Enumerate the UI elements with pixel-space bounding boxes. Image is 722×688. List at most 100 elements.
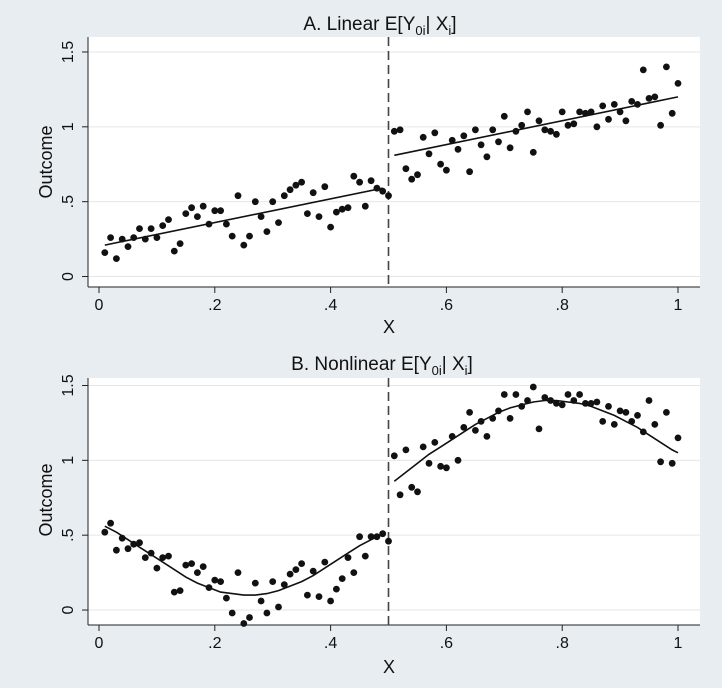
panel-a-x-tick-label: 1 [674, 297, 683, 314]
panel-a-data-point [182, 210, 190, 218]
panel-a-fit-lines [104, 96, 679, 246]
panel-b-data-point [124, 545, 132, 553]
panel-a-data-point [356, 178, 363, 186]
panel-b-data-point [448, 433, 456, 440]
panel-a-data-point [113, 255, 120, 262]
panel-a-y-tick-label: 1 [60, 122, 77, 131]
panel-a-data-point [390, 127, 398, 135]
panel-a-data-point [547, 127, 554, 135]
panel-b-data-point [616, 407, 624, 415]
panel-b-data-point [338, 575, 346, 582]
panel-b-data-point [495, 407, 502, 415]
panel-b-data-point [165, 552, 172, 560]
panel-a-data-point [431, 129, 439, 137]
panel-b-data-point [136, 539, 143, 547]
panel-b-data-point [477, 418, 485, 425]
panel-b-data-point [529, 383, 537, 391]
panel-a-data-point [170, 247, 178, 255]
panel-a-data-point [315, 213, 323, 221]
panel-a-data-point [489, 126, 497, 134]
panel-a-data-point [228, 232, 236, 240]
panel-b-data-point [553, 400, 560, 407]
panel-a-data-point [576, 108, 583, 116]
panel-a-x-ticks: 0 .2 .4 .6 .8 1 [95, 287, 683, 314]
panel-a-data-point [251, 198, 259, 206]
panel-a-data-point [286, 186, 294, 194]
panel-b-data-point [466, 409, 473, 416]
panel-b-points [101, 383, 682, 627]
panel-b-x-tick-label: 0 [95, 635, 104, 652]
panel-b-data-point [385, 537, 392, 545]
panel-a-data-point [234, 192, 242, 200]
panel-a-title: A. Linear E[Y0i| Xi] [303, 14, 456, 38]
panel-b-data-point [205, 584, 213, 591]
panel-a-data-point [280, 192, 288, 200]
panel-b-data-point [309, 567, 317, 575]
panel-a-data-point [153, 234, 161, 242]
panel-a-data-point [616, 108, 624, 116]
panel-a-data-point [246, 232, 253, 240]
panel-a-data-point [483, 153, 491, 161]
panel-a-data-point [385, 192, 392, 200]
panel-a-data-point [541, 126, 549, 134]
panel-a-data-point [564, 121, 572, 129]
panel-b-data-point [506, 415, 514, 422]
panel-a-data-point [425, 150, 433, 158]
panel-b-data-point [298, 560, 305, 567]
panel-b-data-point [327, 597, 334, 605]
panel-b-data-point [292, 566, 300, 573]
panel-b-data-point [356, 533, 363, 541]
panel-b-data-point [570, 397, 578, 404]
panel-a-data-point [622, 117, 630, 125]
panel-b-gridlines [88, 384, 700, 611]
panel-a-x-tick-label: .8 [556, 297, 569, 314]
panel-b-x-axis-label: X [383, 657, 395, 677]
panel-b-y-tick-label: 1 [60, 456, 77, 465]
panel-a-data-point [309, 189, 317, 197]
panel-a-data-point [535, 117, 543, 125]
panel-b-data-point [130, 540, 138, 548]
panel-a-data-point [634, 101, 641, 108]
panel-b-data-point [101, 528, 109, 536]
panel-a-data-point [500, 112, 508, 120]
panel-b-data-point [582, 400, 589, 407]
panel-b-data-point [651, 421, 659, 428]
panel-a-data-point [188, 204, 196, 212]
panel-a-data-point [379, 187, 387, 195]
panel-b-data-point [489, 415, 497, 422]
panel-b-data-point [390, 452, 398, 460]
panel-b-data-point [246, 614, 253, 621]
panel-a-data-point [529, 148, 537, 156]
panel-b-title: B. Nonlinear E[Y0i| Xi] [291, 354, 473, 378]
panel-a-data-point [124, 243, 132, 251]
panel-a-data-point [639, 66, 647, 74]
panel-b-data-point [188, 560, 196, 567]
panel-a-x-axis-label: X [383, 317, 395, 337]
panel-a-data-point [147, 225, 155, 233]
panel-b-data-point [518, 403, 526, 410]
panel-b-data-point [344, 554, 352, 561]
panel-a-data-point [211, 207, 219, 215]
panel-a-data-point [512, 127, 520, 135]
panel-b-data-point [182, 561, 190, 569]
panel-b-data-point [211, 576, 219, 584]
panel-b-data-point [217, 578, 225, 585]
panel-b-data-point [107, 519, 114, 527]
panel-b-data-point [535, 425, 543, 433]
panel-b-x-tick-label: .4 [324, 635, 337, 652]
panel-b-data-point [269, 578, 277, 585]
panel-a-data-point [118, 235, 126, 243]
panel-a-x-tick-label: .2 [208, 297, 221, 314]
panel-a-x-tick-label: .4 [324, 297, 337, 314]
panel-b-data-point [628, 418, 636, 425]
panel-a-data-point [159, 222, 167, 230]
panel-b-data-point [605, 403, 612, 410]
panel-a-data-point [338, 205, 346, 213]
panel-b-data-point [524, 397, 531, 404]
panel-a-plot-area [88, 37, 700, 287]
panel-b-data-point [587, 400, 595, 407]
panel-a-data-point [373, 184, 381, 192]
panel-a-data-point [414, 171, 421, 179]
panel-a-data-point [419, 133, 427, 141]
panel-b-data-point [599, 418, 607, 425]
